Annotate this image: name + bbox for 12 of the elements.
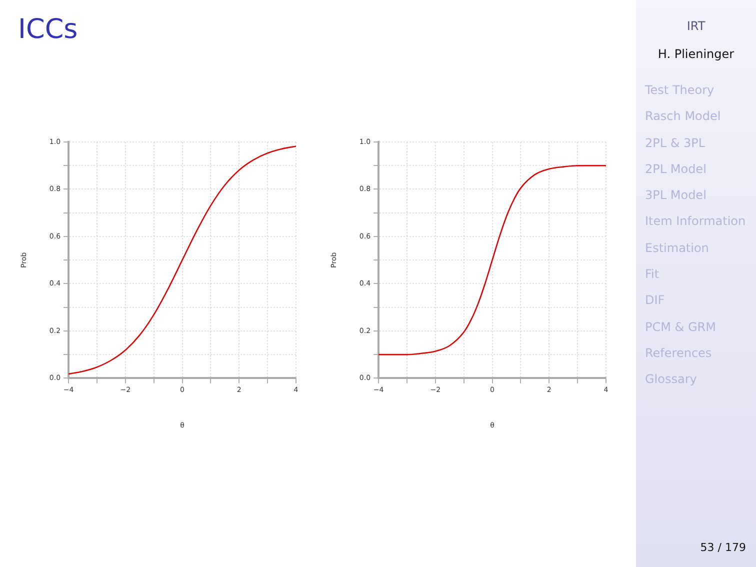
text: 3PL Model [644,187,708,204]
text: Test Theory [644,82,716,99]
text: Item Information [644,213,747,230]
text: H. Plieninger [656,47,736,61]
text: Rasch Model [644,108,722,126]
text: 2PL & 3PL [644,134,706,152]
text: 53 / 179 [699,540,747,556]
line-series [68,146,296,375]
text: IRT [686,19,706,33]
chart-title: ICCs [18,14,78,45]
line-series [378,164,606,356]
text: 2PL Model [644,160,708,178]
